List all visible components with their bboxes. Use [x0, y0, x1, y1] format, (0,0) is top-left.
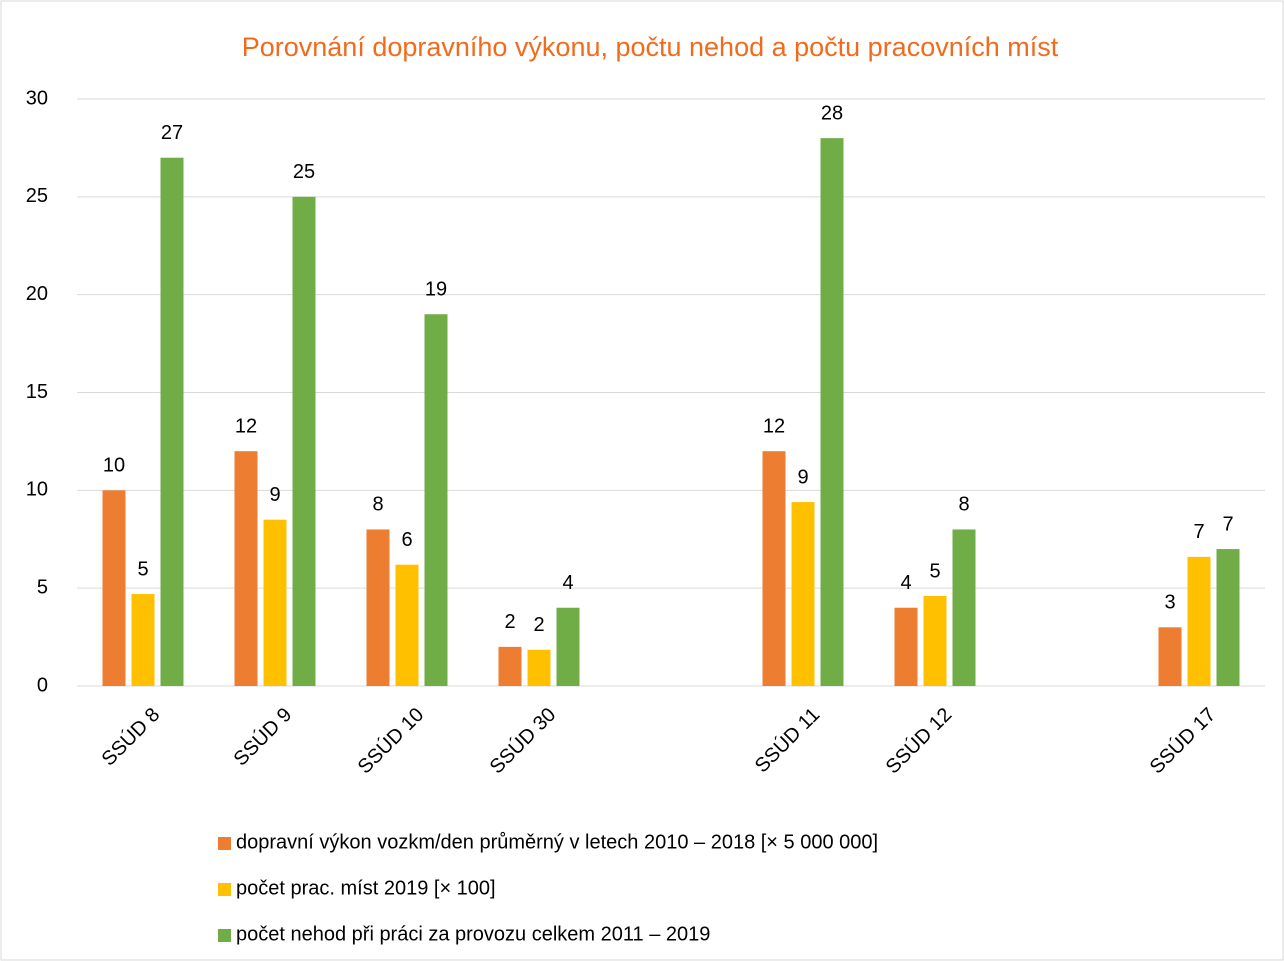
bar [263, 519, 287, 686]
bar [820, 138, 844, 687]
bar [556, 607, 580, 686]
data-label: 3 [1164, 592, 1175, 614]
bar [292, 196, 316, 687]
bar [234, 451, 258, 686]
data-label: 4 [900, 572, 911, 594]
data-label: 2 [504, 611, 515, 633]
bar [762, 451, 786, 686]
data-label: 12 [763, 415, 785, 437]
bar [131, 594, 155, 686]
chart-title: Porovnání dopravního výkonu, počtu nehod… [242, 32, 1059, 62]
bar [1158, 627, 1182, 686]
bar [791, 502, 815, 686]
y-tick-label: 25 [26, 185, 48, 207]
bar [366, 529, 390, 686]
data-label: 9 [797, 466, 808, 488]
data-label: 8 [958, 494, 969, 516]
data-label: 19 [425, 279, 447, 301]
bar [923, 595, 947, 686]
data-label: 10 [103, 455, 125, 477]
bar [894, 607, 918, 686]
y-tick-label: 15 [26, 381, 48, 403]
legend-swatch [218, 837, 231, 850]
data-label: 27 [161, 122, 183, 144]
data-label: 28 [821, 102, 843, 124]
legend-swatch [218, 883, 231, 896]
bar [527, 649, 551, 686]
data-label: 8 [372, 494, 383, 516]
legend-label: počet nehod při práci za provozu celkem … [236, 923, 710, 945]
bar [498, 646, 522, 686]
data-label: 2 [533, 614, 544, 636]
data-label: 5 [929, 560, 940, 582]
legend-swatch [218, 929, 231, 942]
data-label: 7 [1222, 513, 1233, 535]
legend-label: dopravní výkon vozkm/den průměrný v lete… [236, 831, 878, 853]
data-label: 4 [562, 572, 573, 594]
data-label: 5 [137, 558, 148, 580]
legend-label: počet prac. míst 2019 [× 100] [236, 877, 496, 899]
y-tick-label: 10 [26, 479, 48, 501]
data-label: 12 [235, 415, 257, 437]
bar [1187, 556, 1211, 686]
bar [424, 314, 448, 686]
y-tick-label: 20 [26, 283, 48, 305]
bar [952, 529, 976, 686]
y-tick-label: 0 [37, 674, 48, 696]
bar [102, 490, 126, 686]
bar [395, 564, 419, 686]
data-label: 9 [269, 484, 280, 506]
data-label: 25 [293, 161, 315, 183]
y-tick-label: 30 [26, 87, 48, 109]
bar [160, 157, 184, 686]
data-label: 7 [1193, 521, 1204, 543]
y-tick-label: 5 [37, 576, 48, 598]
data-label: 6 [401, 529, 412, 551]
bar [1216, 549, 1240, 686]
